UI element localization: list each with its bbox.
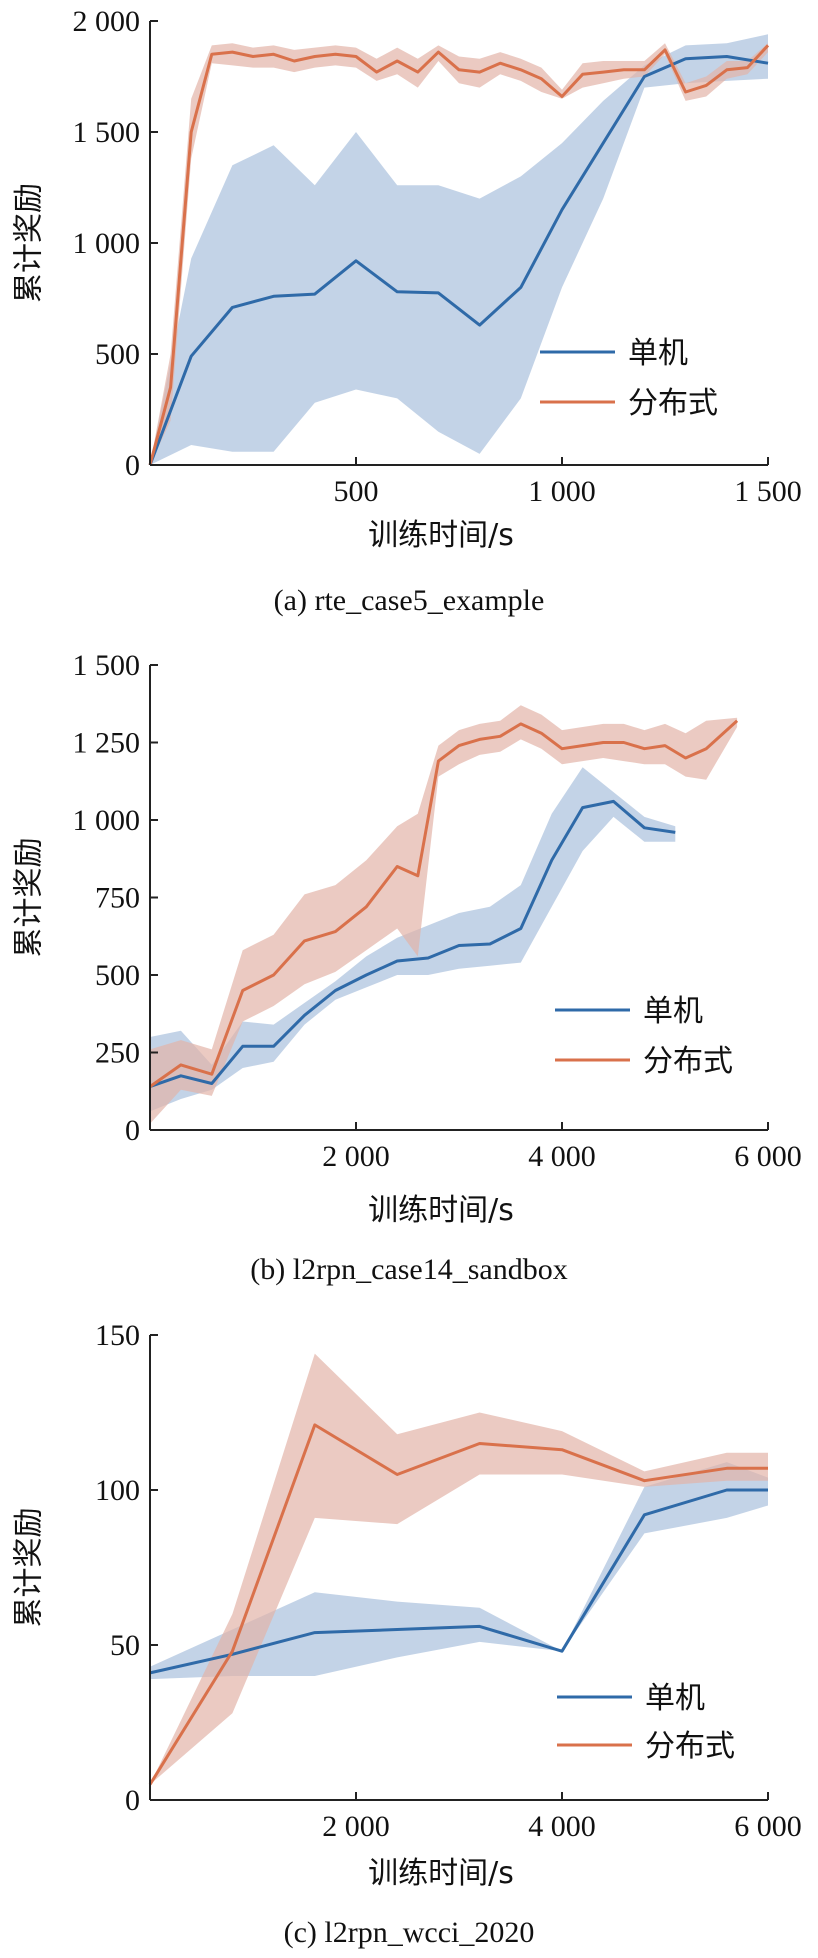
legend-label-1: 单机 bbox=[645, 1681, 705, 1716]
y-axis-label: 累计奖励 bbox=[12, 183, 47, 303]
y-tick-label: 150 bbox=[95, 1319, 140, 1352]
x-tick-label: 4 000 bbox=[528, 1140, 596, 1173]
series-line-2 bbox=[148, 44, 770, 466]
y-tick-label: 0 bbox=[125, 1114, 140, 1147]
chart-caption: (c) l2rpn_wcci_2020 bbox=[284, 1916, 535, 1949]
series-line-1 bbox=[148, 55, 769, 466]
y-tick-label: 50 bbox=[110, 1629, 140, 1662]
series-line-1 bbox=[149, 1488, 768, 1675]
series-band-2 bbox=[150, 1353, 768, 1785]
x-tick-label: 2 000 bbox=[322, 1140, 390, 1173]
series-band-1 bbox=[150, 34, 768, 466]
legend-label-2: 分布式 bbox=[643, 1044, 733, 1079]
chart-panel-2: 0 250 500 750 1 000 1 250 1 500 2 000 4 000 6 000… bbox=[12, 649, 802, 1286]
y-tick-label: 1 000 bbox=[73, 804, 141, 837]
x-tick-label: 6 000 bbox=[734, 1140, 802, 1173]
series-line-2 bbox=[148, 1423, 768, 1786]
chart-panel-1: 0 500 1 000 1 500 2 000 500 1 000 1 500 训练时间/s 累计… bbox=[12, 5, 802, 617]
x-tick-label: 1 500 bbox=[734, 475, 802, 508]
x-axis-label: 训练时间/s bbox=[368, 1856, 514, 1891]
y-tick-label: 1 500 bbox=[73, 649, 141, 682]
y-tick-label: 500 bbox=[95, 959, 140, 992]
legend-label-2: 分布式 bbox=[645, 1729, 735, 1764]
y-tick-label: 500 bbox=[95, 338, 140, 371]
y-tick-label: 2 000 bbox=[73, 5, 141, 38]
y-tick-label: 750 bbox=[95, 882, 140, 915]
legend-label-2: 分布式 bbox=[628, 386, 718, 421]
x-tick-label: 1 000 bbox=[528, 475, 596, 508]
x-tick-label: 4 000 bbox=[528, 1810, 596, 1843]
y-tick-label: 1 000 bbox=[73, 227, 141, 260]
legend-label-1: 单机 bbox=[628, 336, 688, 371]
series-band-1 bbox=[150, 1462, 768, 1680]
y-tick-label: 1 500 bbox=[73, 116, 141, 149]
y-axis-label: 累计奖励 bbox=[12, 838, 47, 958]
x-tick-label: 6 000 bbox=[734, 1810, 802, 1843]
x-tick-label: 2 000 bbox=[322, 1810, 390, 1843]
y-tick-label: 250 bbox=[95, 1037, 140, 1070]
chart-caption: (a) rte_case5_example bbox=[274, 584, 545, 617]
x-axis-label: 训练时间/s bbox=[368, 518, 514, 553]
x-axis-label: 训练时间/s bbox=[368, 1193, 514, 1228]
y-axis-label: 累计奖励 bbox=[12, 1508, 47, 1628]
series-line-1 bbox=[149, 799, 676, 1089]
legend-label-1: 单机 bbox=[643, 994, 703, 1029]
y-tick-label: 1 250 bbox=[73, 727, 141, 760]
chart-caption: (b) l2rpn_case14_sandbox bbox=[250, 1253, 567, 1286]
series-line-2 bbox=[149, 719, 739, 1088]
y-tick-label: 0 bbox=[125, 449, 140, 482]
y-tick-label: 100 bbox=[95, 1474, 140, 1507]
y-tick-label: 0 bbox=[125, 1784, 140, 1817]
x-tick-label: 500 bbox=[334, 475, 379, 508]
